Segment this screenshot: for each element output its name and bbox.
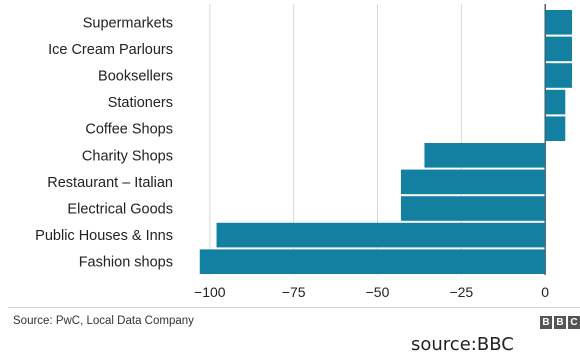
x-tick-label: −50 [366, 284, 390, 300]
bar-chart: Supermarkets Ice Cream Parlours Bookseller… [35, 4, 572, 300]
category-label: Ice Cream Parlours [48, 42, 173, 58]
credit-caption: source:BBC [411, 334, 514, 355]
x-tick-label: −25 [449, 284, 473, 300]
x-tick-label: −75 [282, 284, 306, 300]
divider [8, 307, 580, 308]
bar [545, 10, 572, 35]
bbc-logo: B B C [540, 316, 580, 329]
category-labels: Supermarkets Ice Cream Parlours Bookseller… [35, 15, 173, 270]
bar [199, 249, 546, 274]
category-label: Public Houses & Inns [35, 228, 173, 244]
logo-letter: C [568, 316, 580, 329]
bar [400, 196, 546, 221]
logo-letter: B [540, 316, 552, 329]
category-label: Coffee Shops [85, 122, 173, 138]
bar [400, 169, 546, 195]
category-label: Supermarkets [83, 15, 173, 31]
bars [199, 10, 572, 274]
bar [216, 222, 546, 248]
category-label: Restaurant – Italian [47, 175, 173, 191]
category-label: Stationers [108, 95, 173, 111]
category-label: Fashion shops [79, 255, 173, 271]
source-bar: Source: PwC, Local Data Company B B C [0, 307, 580, 329]
category-label: Electrical Goods [67, 202, 173, 218]
x-tick-labels: −100 −75 −50 −25 0 [194, 284, 549, 300]
category-label: Booksellers [98, 69, 173, 85]
bar [545, 89, 566, 115]
x-tick-label: −100 [194, 284, 226, 300]
category-label: Charity Shops [82, 148, 173, 164]
bar [424, 143, 546, 168]
bar [545, 63, 572, 88]
logo-letter: B [554, 316, 566, 329]
source-note: Source: PwC, Local Data Company [13, 315, 194, 327]
bar [545, 116, 566, 141]
bar [545, 36, 572, 62]
x-tick-label: 0 [541, 284, 549, 300]
